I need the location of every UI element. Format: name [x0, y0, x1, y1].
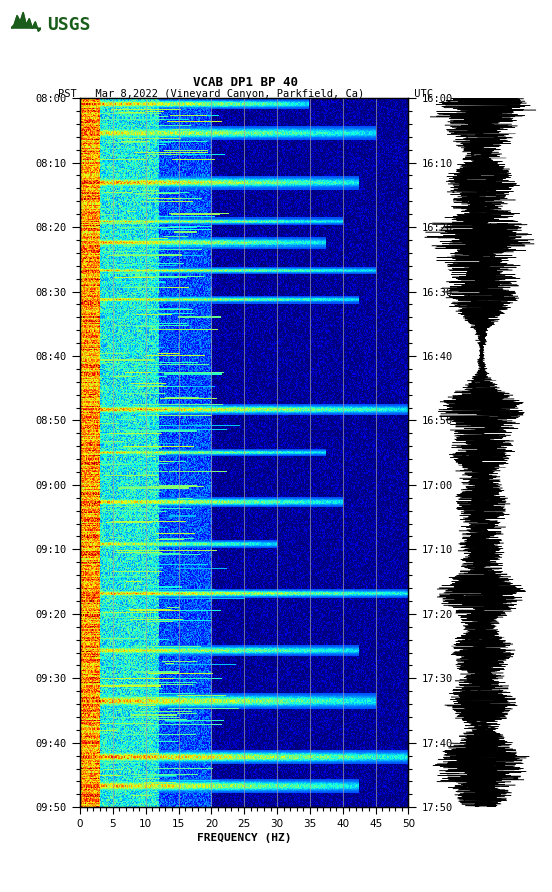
X-axis label: FREQUENCY (HZ): FREQUENCY (HZ) [197, 833, 291, 843]
Text: VCAB DP1 BP 40: VCAB DP1 BP 40 [193, 76, 298, 88]
Polygon shape [11, 12, 41, 31]
Text: PST   Mar 8,2022 (Vineyard Canyon, Parkfield, Ca)        UTC: PST Mar 8,2022 (Vineyard Canyon, Parkfie… [58, 88, 433, 99]
Text: USGS: USGS [47, 15, 91, 34]
